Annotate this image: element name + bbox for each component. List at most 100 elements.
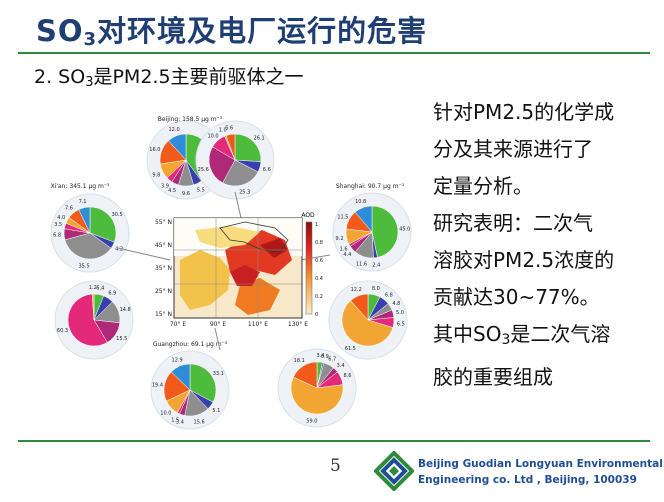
pie-slice-label: 59.0 xyxy=(306,419,317,425)
latitude-labels: 55° N 45° N 35° N 25° N 15° N xyxy=(155,219,172,318)
pie-slice-label: 7.1 xyxy=(79,199,87,205)
pie-slice-label: 3.4 xyxy=(317,353,325,359)
longitude-label: 130° E xyxy=(288,321,308,328)
slide-title: SO3对环境及电厂运行的危害 xyxy=(36,14,428,50)
colorbar-tick: 0.8 xyxy=(315,240,323,246)
longitude-label: 90° E xyxy=(210,321,227,328)
pie-slice xyxy=(189,363,217,403)
pie-slice-label: 11.5 xyxy=(337,214,348,220)
pie-slice xyxy=(168,133,187,161)
city-pie-chart: 3.40.9 6.73.48.659.018.1 xyxy=(277,348,357,428)
pie-slice-label: 10.0 xyxy=(160,410,171,416)
pie-slice-label: 6.8 xyxy=(385,292,393,298)
page-number: 5 xyxy=(330,456,341,476)
pie-slice-label: 1.2 xyxy=(89,285,97,291)
pie-slice xyxy=(290,376,344,415)
pie-slice-label: 3.9 xyxy=(161,183,169,189)
pie-slice-label: 16.0 xyxy=(149,147,160,153)
company-line-2: Engineering co. Ltd , Beijing, 100039 xyxy=(418,474,637,486)
pie-slice-label: 61.5 xyxy=(345,346,356,352)
china-map xyxy=(173,217,303,319)
pie-slice-label: 12.2 xyxy=(351,287,362,293)
city-label: Shanghai: 90.7 μg m⁻³ xyxy=(336,183,405,190)
pie-slice-label: 60.3 xyxy=(57,328,68,334)
pie-slice-label: 5.0 xyxy=(396,310,404,316)
pie-slice xyxy=(64,232,112,260)
pie-slice-label: 4.8 xyxy=(392,301,400,307)
pie-slice xyxy=(91,293,95,321)
pie-slice xyxy=(341,300,394,347)
pie-slice-label: 45.0 xyxy=(399,227,410,233)
pie-slice xyxy=(225,133,236,161)
colorbar-tick: 0.2 xyxy=(315,294,323,300)
pie-slice-label: 2.4 xyxy=(372,263,380,269)
pie-slice-label: 6.6 xyxy=(263,167,271,173)
latitude-label: 45° N xyxy=(155,242,172,249)
pie-slice-label: 7.6 xyxy=(65,206,73,212)
colorbar-label: AOD xyxy=(301,212,315,219)
city-label: Beijing: 158.5 μg m⁻³ xyxy=(158,116,223,123)
pie-slice-label: 8.0 xyxy=(372,286,380,292)
bottom-divider xyxy=(18,440,650,442)
city-pie-chart: 26.1 6.6 25.3 25.6 10.01.05.6 xyxy=(195,120,275,200)
pie-slice-label: 6.8 xyxy=(53,233,61,239)
text-line: 定量分析。 xyxy=(433,174,533,198)
pie-slice-label: 26.1 xyxy=(254,135,265,141)
pie-slice-label: 5.5 xyxy=(197,187,205,193)
pie-slice-label: 3.4 xyxy=(176,419,184,425)
company-logo-icon xyxy=(374,451,414,491)
text-line: 针对PM2.5的化学成 xyxy=(433,100,615,124)
pie-slice-label: 4.2 xyxy=(115,247,123,253)
company-line-1: Beijing Guodian Longyuan Environmental xyxy=(418,458,663,470)
pie-slice-label: 6.7 xyxy=(328,357,336,363)
city-pie-chart: 45.0 2.4 11.6 4.41.6 9.2 11.5 10.8 Shanghai: 90… xyxy=(332,183,412,272)
pie-slice-label: 11.6 xyxy=(356,261,367,267)
pie-slice-label: 14.8 xyxy=(120,307,131,313)
pie-slice xyxy=(208,146,236,184)
aod-colorbar xyxy=(305,221,313,315)
text-line: 贡献达30~77%。 xyxy=(433,285,600,309)
pie-slice-label: 9.8 xyxy=(152,173,160,179)
pie-slice-label: 12.0 xyxy=(169,127,180,133)
longitude-labels: 70° E 90° E 110° E 130° E xyxy=(170,321,308,328)
explanation-text: 针对PM2.5的化学成 分及其来源进行了 定量分析。 研究表明：二次气 溶胶对P… xyxy=(433,94,658,396)
text-line: 溶胶对PM2.5浓度的 xyxy=(433,248,615,272)
pie-slice xyxy=(293,361,318,389)
pie-slice xyxy=(89,206,117,243)
pie-slice-label: 8.6 xyxy=(343,373,351,379)
pie-slice-label: 5.1 xyxy=(212,408,220,414)
colorbar-tick: 0 xyxy=(315,312,318,318)
pie-slice-label: 18.1 xyxy=(294,358,305,364)
pie-slice-label: 15.5 xyxy=(116,336,127,342)
pie-slice-label: 10.0 xyxy=(207,133,218,139)
text-line: 其中SO3是二次气溶 xyxy=(433,322,611,348)
text-line: 分及其来源进行了 xyxy=(433,137,593,161)
pie-slice xyxy=(371,205,399,258)
pie-slice-label: 35.5 xyxy=(79,263,90,269)
company-name: Beijing Guodian Longyuan Environmental E… xyxy=(418,456,663,488)
pie-slice-label: 33.1 xyxy=(213,371,224,377)
pie-slice-label: 5.6 xyxy=(225,126,233,132)
pie-slice-label: 3.5 xyxy=(54,222,62,228)
longitude-label: 110° E xyxy=(248,321,268,328)
latitude-label: 35° N xyxy=(155,265,172,272)
pie-slice-label: 4.0 xyxy=(57,215,65,221)
latitude-label: 15° N xyxy=(155,311,172,318)
pie-slice xyxy=(67,293,108,347)
colorbar-tick: 0.6 xyxy=(315,258,323,264)
longitude-label: 70° E xyxy=(170,321,187,328)
city-pie-chart: 6.4 6.9 14.8 15.5 60.3 1.2 xyxy=(54,280,134,360)
pie-slice-label: 4.4 xyxy=(343,252,351,258)
pie-slice-label: 15.6 xyxy=(194,420,205,426)
colorbar-tick: 0.4 xyxy=(315,276,323,282)
latitude-label: 25° N xyxy=(155,288,172,295)
pie-slice-label: 1.6 xyxy=(340,247,348,253)
colorbar-tick: 1 xyxy=(315,222,318,228)
pie-slice-label: 19.4 xyxy=(152,383,163,389)
pie-slice-label: 4.5 xyxy=(168,188,176,194)
pie-slice-label: 6.9 xyxy=(108,291,116,297)
pie-slice-label: 25.6 xyxy=(198,167,209,173)
pie-slice-label: 3.4 xyxy=(337,363,345,369)
